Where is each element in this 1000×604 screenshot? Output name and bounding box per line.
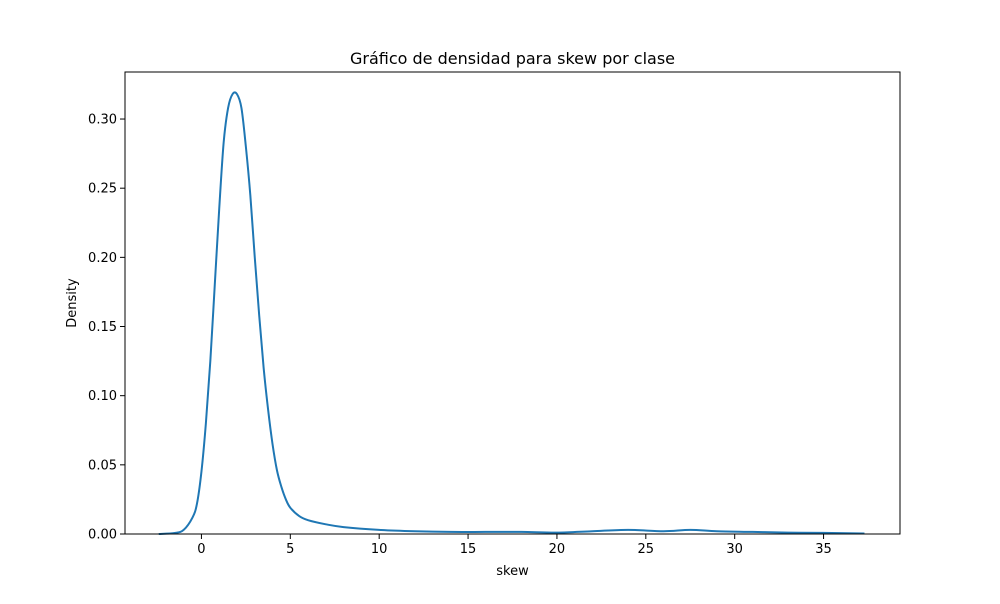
plot-frame [124,71,901,535]
x-tick-label: 10 [371,542,388,557]
y-axis-label: Density [65,278,80,328]
x-tick-label: 25 [638,542,655,557]
y-tick-label: 0.30 [88,113,117,128]
x-tick-label: 20 [549,542,566,557]
density-line [158,91,865,535]
x-tick-label: 5 [286,542,294,557]
x-tick-label: 30 [726,542,743,557]
x-tick-label: 15 [460,542,477,557]
y-tick-label: 0.20 [88,251,117,266]
y-tick-label: 0.25 [88,182,117,197]
y-tick-label: 0.00 [88,528,117,543]
x-tick-label: 0 [197,542,205,557]
y-tick-label: 0.10 [88,389,117,404]
x-tick-label: 35 [815,542,832,557]
plot-area [125,72,900,534]
y-tick-label: 0.15 [88,320,117,335]
x-axis-label: skew [496,564,529,579]
chart-title: Gráfico de densidad para skew por clase [350,49,675,68]
y-tick-label: 0.05 [88,458,117,473]
